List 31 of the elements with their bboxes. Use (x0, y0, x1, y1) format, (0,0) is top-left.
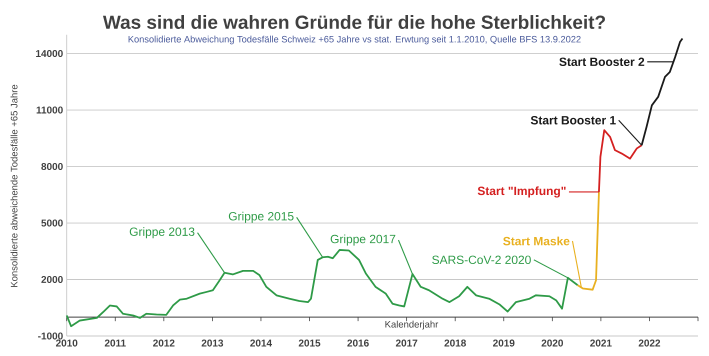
x-tick-label: 2013 (202, 340, 224, 347)
y-tick-label: 5000 (41, 219, 63, 227)
annotation: Start "Impfung" (478, 186, 566, 198)
annotation: Start Maske (503, 236, 570, 246)
x-tick-label: 2019 (493, 340, 514, 347)
x-tick-label: 2010 (56, 340, 78, 347)
y-tick-label: -1000 (38, 332, 63, 340)
y-axis-title: Konsolidierte abweichende Todesfälle +65 Jahre (10, 84, 18, 287)
x-tick-label: 2022 (638, 340, 660, 347)
annotation: Grippe 2013 (130, 227, 194, 238)
x-tick-label: 2020 (542, 340, 563, 347)
y-tick-label: 14000 (36, 50, 63, 58)
x-tick-label: 2015 (298, 340, 320, 347)
annotation: Start Booster 2 (559, 58, 644, 66)
x-tick-label: 2012 (153, 340, 174, 347)
x-tick-label: 2014 (250, 340, 272, 347)
annotation: Grippe 2015 (228, 212, 294, 223)
chart-title: Was sind die wahren Gründe für die hohe Sterblichkeit? (102, 15, 605, 29)
x-axis-title: Kalenderjahr (385, 320, 438, 330)
annotation: Start Booster 1 (530, 116, 616, 124)
x-tick-label: 2021 (590, 340, 612, 347)
y-tick-label: 8000 (41, 162, 63, 170)
x-tick-label: 2017 (396, 340, 418, 347)
y-tick-label: 2000 (41, 276, 63, 284)
annotation: Grippe 2017 (330, 234, 396, 246)
x-tick-label: 2016 (347, 340, 369, 347)
chart-subtitle: Konsolidierte Abweichung Todesfälle Schweiz +65 Jahre vs stat. Erwtung seit 1.1.2010, Quelle BFS 13.9.2022 (128, 36, 581, 44)
x-tick-label: 2018 (444, 340, 466, 347)
y-tick-label: 11000 (36, 106, 63, 114)
annotation: SARS-CoV-2 2020 (432, 256, 531, 264)
x-tick-label: 2011 (104, 340, 126, 347)
